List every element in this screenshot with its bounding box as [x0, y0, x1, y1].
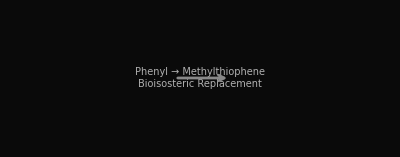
Text: Phenyl → Methylthiophene
Bioisosteric Replacement: Phenyl → Methylthiophene Bioisosteric Re… [135, 67, 265, 89]
